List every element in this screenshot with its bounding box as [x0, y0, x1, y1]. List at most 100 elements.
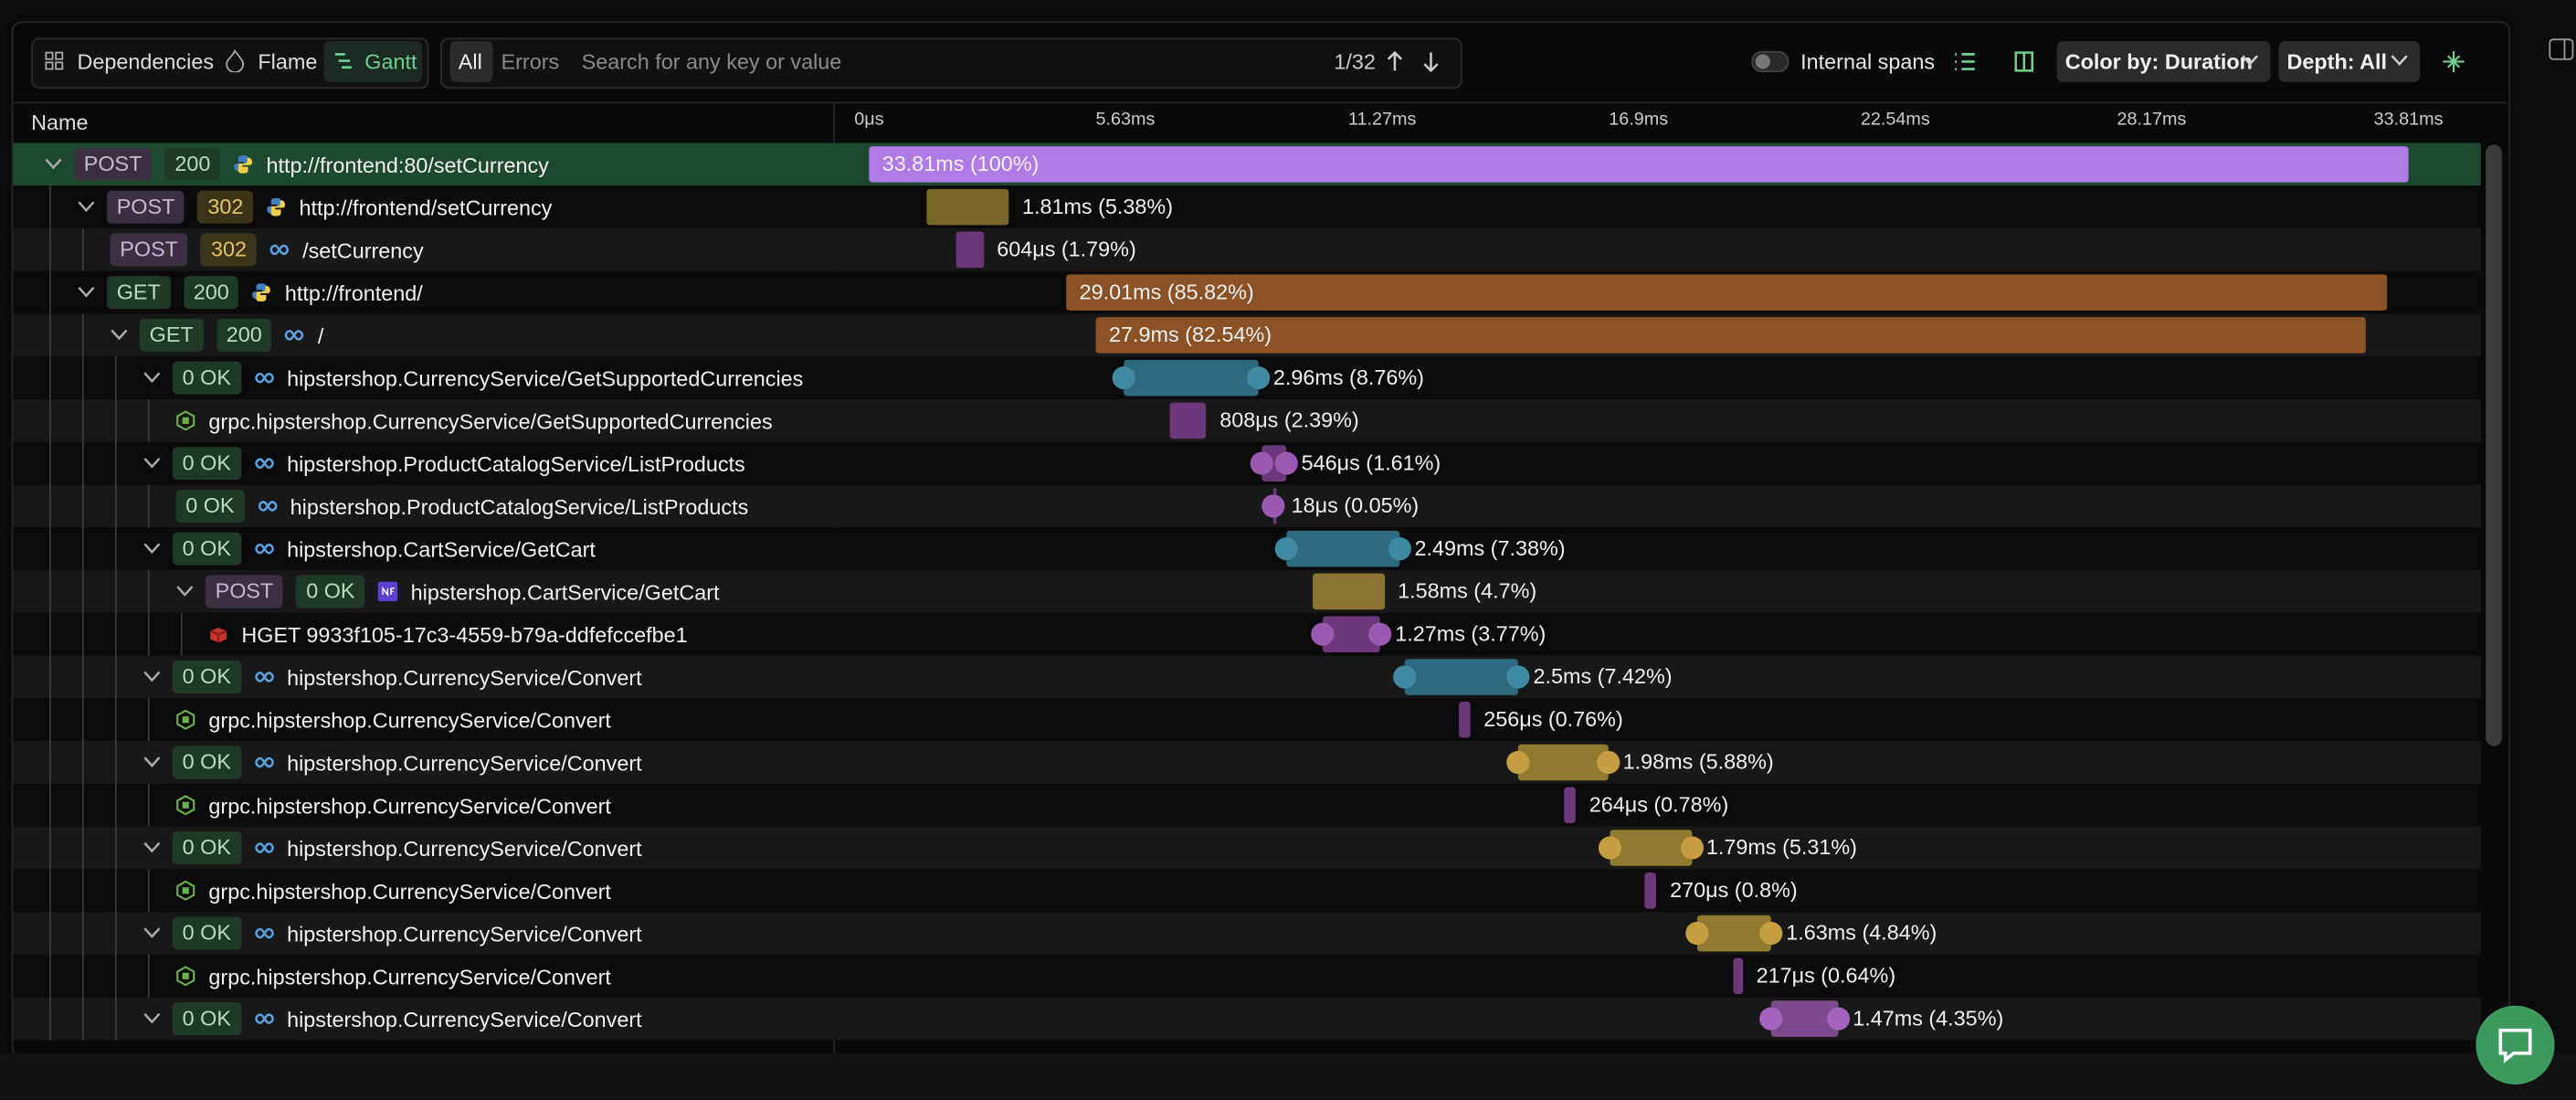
scrollbar[interactable] — [2486, 144, 2503, 746]
expand-toggle[interactable] — [143, 527, 163, 570]
bar-handle — [1311, 622, 1335, 646]
span-row[interactable]: grpc.hipstershop.CurrencyService/Convert… — [13, 954, 2481, 998]
duration-bar[interactable] — [1459, 701, 1471, 738]
icon-part — [176, 795, 195, 816]
tree-guide — [114, 954, 117, 998]
expand-toggle[interactable] — [143, 998, 163, 1041]
duration-label: 1.47ms (4.35%) — [1853, 1005, 2004, 1031]
icon-part — [143, 1012, 161, 1024]
duration-bar[interactable] — [1095, 317, 2367, 354]
expand-toggle[interactable] — [78, 271, 98, 314]
duration-bar[interactable] — [1313, 573, 1385, 610]
span-row[interactable]: POST 200 http://frontend:80/setCurrency 33.… — [13, 143, 2481, 186]
status-tag: 0 OK — [172, 361, 241, 395]
span-name-cell: POST 200 http://frontend:80/setCurrency — [73, 143, 549, 185]
depth: Depth: All — [2286, 48, 2388, 74]
expand-toggle[interactable] — [110, 314, 130, 357]
columns-icon[interactable] — [2014, 51, 2034, 72]
span-row[interactable]: POST 302 http://frontend/setCurrency 1.81ms… — [13, 185, 2481, 228]
span-row[interactable]: POST 0 OK hipstershop.CartService/GetCart 1… — [13, 570, 2481, 613]
duration-bar[interactable] — [1644, 873, 1657, 909]
tab-gantt[interactable]: Gantt — [364, 48, 417, 74]
span-name: hipstershop.CartService/GetCart — [410, 578, 720, 604]
link-icon — [254, 672, 274, 682]
span-row[interactable]: grpc.hipstershop.CurrencyService/Convert… — [13, 869, 2481, 913]
span-row[interactable]: HGET 9933f105-17c3-4559-b79a-ddfefccefbe… — [13, 612, 2481, 656]
span-row[interactable]: 0 OK hipstershop.CartService/GetCart 2.49m… — [13, 527, 2481, 571]
duration-bar[interactable] — [1733, 957, 1744, 995]
duration-bar[interactable] — [1696, 915, 1772, 952]
icon-part — [1955, 53, 1975, 70]
span-row[interactable]: 0 OK hipstershop.CurrencyService/Convert 1… — [13, 997, 2481, 1041]
duration-bar[interactable] — [1124, 359, 1259, 397]
chevron — [143, 927, 161, 939]
duration-bar[interactable] — [1517, 744, 1609, 781]
expand-toggle[interactable] — [175, 570, 195, 613]
span-row[interactable]: GET 200 / 27.9ms (82.54%) — [13, 313, 2481, 357]
time-tick-label: 11.27ms — [1347, 110, 1417, 131]
span-row[interactable]: 0 OK hipstershop.CurrencyService/GetSuppo… — [13, 356, 2481, 400]
duration-bar[interactable] — [869, 146, 2409, 183]
list-icon[interactable] — [1953, 51, 1976, 72]
chevron — [143, 457, 161, 469]
status-tag: 200 — [183, 276, 239, 310]
tree-guide — [81, 997, 84, 1041]
icon-part — [143, 756, 161, 767]
expand-toggle[interactable] — [143, 656, 163, 699]
icon-part — [254, 842, 274, 853]
chat-button[interactable] — [2476, 1005, 2555, 1085]
span-name-cell: POST 302/setCurrency — [110, 228, 424, 271]
flame-icon — [226, 49, 245, 73]
duration-bar[interactable] — [1564, 787, 1577, 824]
expand-toggle[interactable] — [143, 356, 163, 399]
tree-guide — [48, 912, 51, 955]
duration-bar[interactable] — [1169, 402, 1207, 439]
tab-dependencies[interactable]: Dependencies — [77, 48, 215, 74]
span-row[interactable]: 0 OK hipstershop.CurrencyService/Convert 2… — [13, 655, 2481, 699]
icon-part — [45, 61, 54, 70]
span-row[interactable]: GET 200 http://frontend/29.01ms (85.82%) — [13, 270, 2481, 314]
collapse-icon[interactable] — [2443, 50, 2465, 73]
chevron — [143, 1012, 161, 1024]
side-panel-icon[interactable] — [2548, 37, 2574, 60]
span-row[interactable]: 0 OK hipstershop.CurrencyService/Convert 1… — [13, 912, 2481, 955]
expand-toggle[interactable] — [78, 185, 98, 228]
status-tag: 302 — [197, 190, 254, 224]
bar-handle — [1274, 451, 1299, 475]
duration-label: 1.81ms (5.38%) — [1021, 194, 1173, 219]
expand-toggle[interactable] — [45, 143, 65, 185]
expand-toggle[interactable] — [143, 442, 163, 485]
color-by-button[interactable] — [2056, 40, 2271, 82]
span-row[interactable]: POST 302/setCurrency 604μs (1.79%) — [13, 227, 2481, 271]
tree-guide — [48, 527, 51, 571]
chevron — [143, 543, 161, 555]
span-row[interactable]: 0 OK hipstershop.CurrencyService/Convert 1… — [13, 741, 2481, 784]
span-row[interactable]: grpc.hipstershop.CurrencyService/GetSupp… — [13, 399, 2481, 442]
duration-bar[interactable] — [1066, 274, 2388, 311]
expand-toggle[interactable] — [143, 912, 163, 955]
duration-bar[interactable] — [955, 231, 984, 269]
search-input[interactable]: Search for any key or value — [581, 48, 842, 74]
time-tick-label: 5.63ms — [1095, 110, 1156, 131]
expand-toggle[interactable] — [143, 741, 163, 784]
span-row[interactable]: 0 OK hipstershop.CurrencyService/Convert 1… — [13, 826, 2481, 870]
span-row[interactable]: grpc.hipstershop.CurrencyService/Convert… — [13, 783, 2481, 827]
span-row[interactable]: 0 OK hipstershop.ProductCatalogService/Li… — [13, 484, 2481, 528]
duration-bar[interactable] — [926, 188, 1009, 226]
match-nav[interactable] — [1385, 50, 1444, 73]
duration-bar[interactable] — [1610, 830, 1692, 866]
span-row[interactable]: grpc.hipstershop.CurrencyService/Convert… — [13, 698, 2481, 742]
time-tick-label: 16.9ms — [1609, 110, 1669, 131]
span-name: grpc.hipstershop.CurrencyService/Convert — [208, 878, 611, 904]
tab-flame[interactable]: Flame — [258, 48, 318, 74]
span-row[interactable]: 0 OK hipstershop.ProductCatalogService/Li… — [13, 441, 2481, 485]
filter-errors[interactable]: Errors — [501, 48, 560, 74]
filter-all[interactable]: All — [458, 48, 482, 74]
tree-guide — [81, 399, 84, 442]
tree-guide — [114, 869, 117, 913]
duration-bar[interactable] — [1286, 530, 1400, 567]
expand-toggle[interactable] — [143, 827, 163, 870]
link-icon — [254, 927, 274, 939]
internal-toggle[interactable] — [1751, 50, 1790, 73]
duration-bar[interactable] — [1404, 659, 1519, 695]
